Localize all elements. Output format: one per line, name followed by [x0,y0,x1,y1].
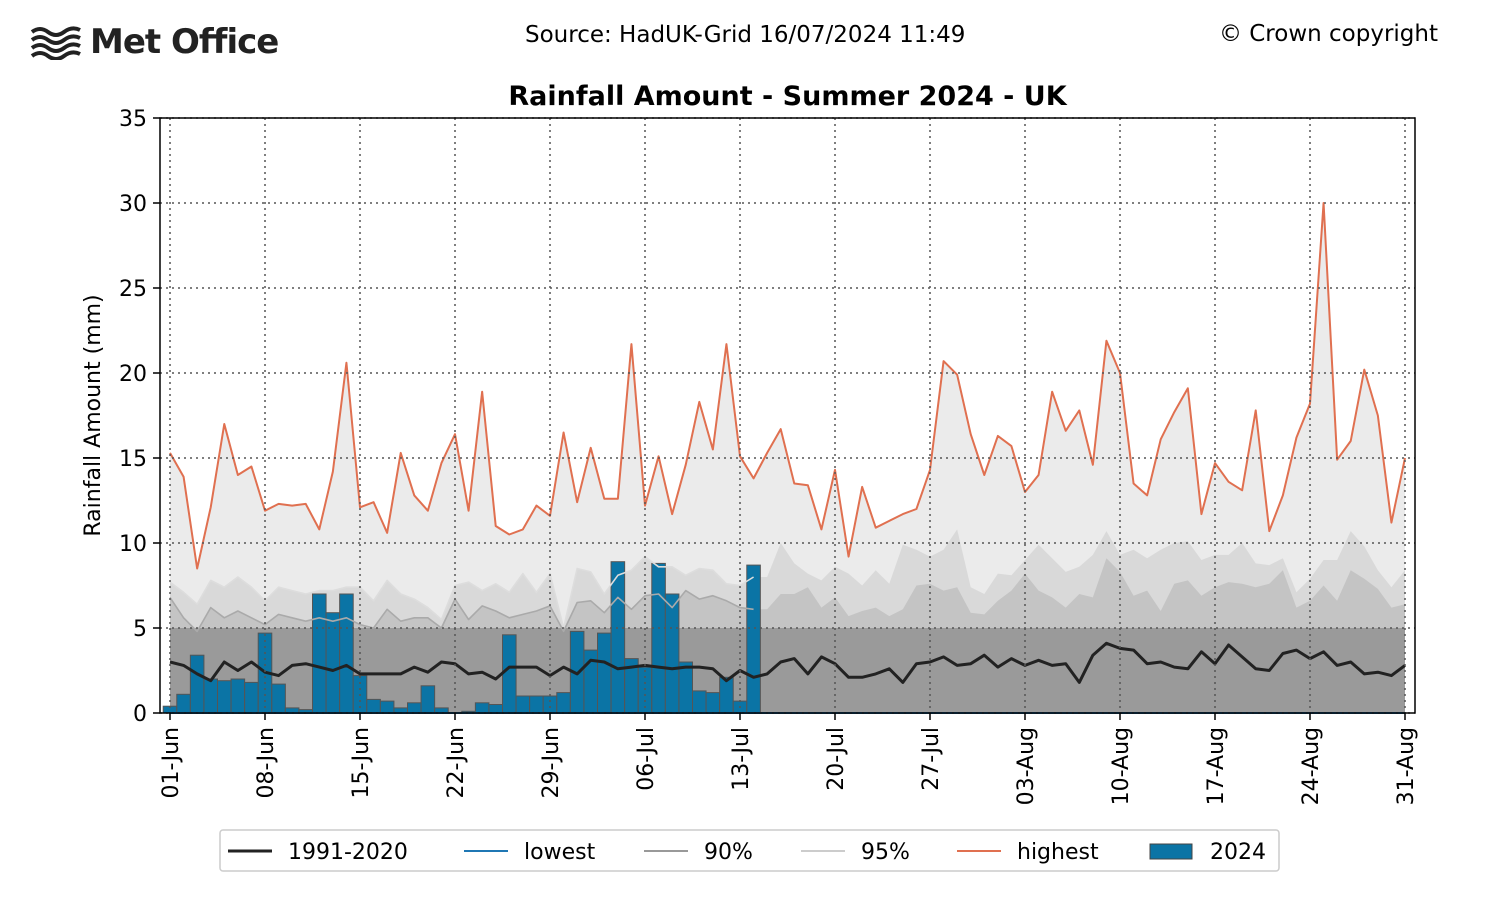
y-tick-label: 0 [133,702,147,727]
source-text: Source: HadUK-Grid 16/07/2024 11:49 [525,22,966,48]
bar-2024 [692,690,707,714]
y-tick-label: 5 [133,617,147,642]
bar-2024 [515,695,531,714]
y-tick-label: 15 [119,447,147,472]
bar-2024 [719,676,734,714]
x-tick-label: 01-Jun [159,727,184,799]
bar-2024 [474,702,490,714]
bar-2024 [597,632,612,714]
met-office-logo: Met Office [30,22,279,62]
copyright-text: © Crown copyright [1218,21,1438,47]
x-tick-label: 22-Jun [444,727,469,799]
bar-2024 [271,683,286,714]
y-tick-label: 30 [119,192,147,217]
legend-label-lowest: lowest [524,840,596,865]
x-tick-label: 13-Jul [729,727,754,791]
x-tick-label: 17-Aug [1204,727,1229,805]
bar-2024 [217,680,232,714]
logo-text: Met Office [90,22,279,62]
x-tick-label: 31-Aug [1394,727,1419,805]
x-tick-label: 06-Jul [634,727,659,791]
y-tick-label: 20 [119,362,147,387]
legend-label-highest: highest [1017,840,1099,865]
bar-2024 [366,698,381,714]
plot-frame [159,117,1416,714]
bar-2024 [542,695,558,714]
bar-2024 [420,685,436,714]
x-tick-label: 08-Jun [254,727,279,799]
y-tick-label: 35 [119,107,147,132]
bar-2024 [379,700,395,714]
bar-2024 [610,561,626,714]
bar-2024 [664,593,680,714]
x-tick-label: 10-Aug [1109,727,1134,805]
x-tick-label: 29-Jun [539,727,564,799]
bar-2024 [705,692,721,714]
y-tick-label: 10 [119,532,147,557]
y-tick-label: 25 [119,277,147,302]
bar-2024 [244,681,259,714]
bar-2024 [502,634,517,714]
normal-band [170,628,1405,713]
highest-line [169,202,1406,570]
y-axis-label: Rainfall Amount (mm) [81,294,106,536]
legend-label-bar2024: 2024 [1210,840,1266,865]
bar-2024 [488,704,503,714]
bar-2024 [230,678,246,714]
x-tick-label: 27-Jul [919,727,944,791]
x-tick-label: 03-Aug [1014,727,1039,805]
bar-2024 [529,695,544,714]
x-tick-label: 20-Jul [824,727,849,791]
bar-2024 [176,693,191,714]
legend-swatch-bar2024 [1149,843,1193,860]
waves-icon [30,26,81,60]
p95-line [169,555,754,629]
x-tick-label: 24-Aug [1299,727,1324,805]
legend-label-normal: 1991-2020 [288,840,408,865]
bar-2024 [407,702,422,714]
bar-2024 [746,564,761,714]
bar-2024 [556,692,571,714]
bar-2024 [203,678,219,714]
bar-2024 [339,593,354,714]
bar-2024 [678,661,694,714]
legend-label-p90: 90% [704,840,753,865]
chart-title: Rainfall Amount - Summer 2024 - UK [508,81,1067,112]
bar-2024 [189,654,205,714]
bar-2024 [312,593,327,714]
legend-box [219,829,1280,872]
p90-line [169,589,754,633]
bar-2024 [651,562,666,714]
normal-line [169,641,1406,684]
x-tick-label: 15-Jun [349,727,374,799]
legend-label-p95: 95% [861,840,910,865]
